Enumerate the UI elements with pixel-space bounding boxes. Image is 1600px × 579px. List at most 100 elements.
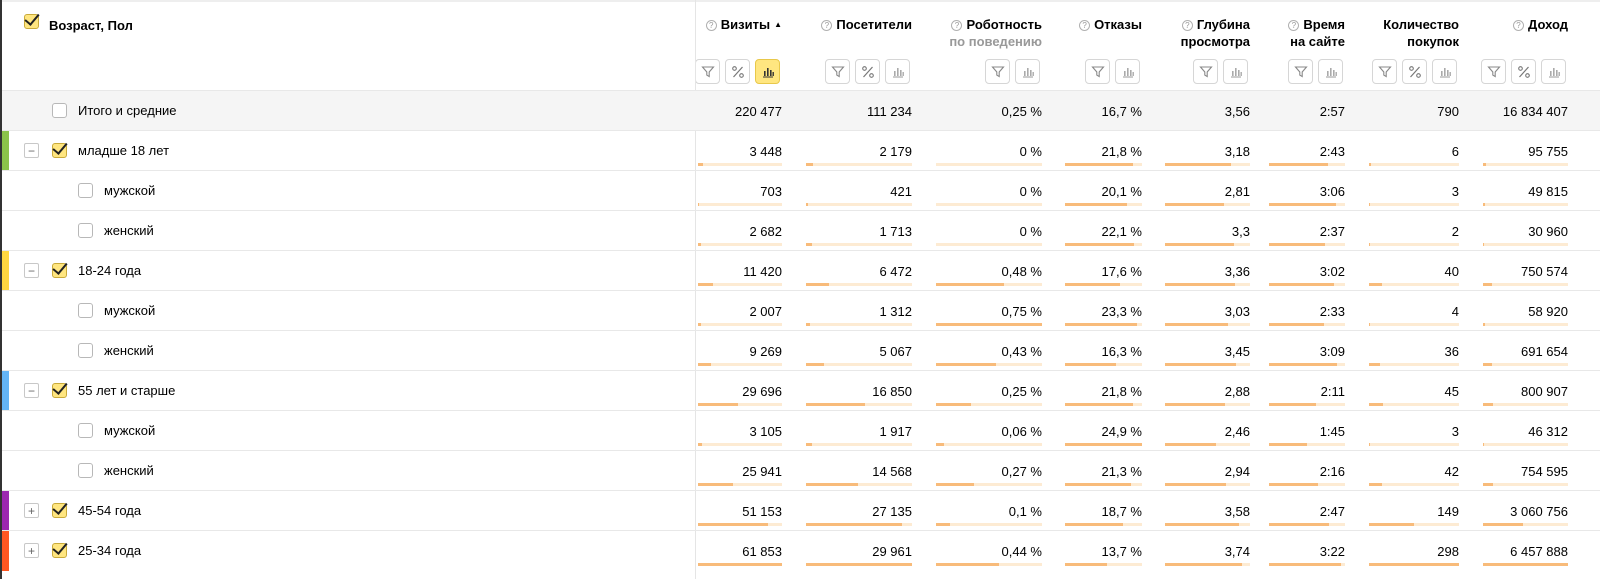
percent-button[interactable] [1511, 59, 1536, 84]
bar-chart-button[interactable] [1115, 59, 1140, 84]
help-icon[interactable]: ? [1513, 20, 1525, 31]
column-header-robot[interactable]: ? Роботность по поведению [949, 16, 1042, 50]
filter-button[interactable] [1372, 59, 1397, 84]
share-bar [1165, 363, 1250, 366]
cell-value: 2,46 [1224, 424, 1250, 439]
column-header-depth[interactable]: ? Глубина просмотра [1181, 16, 1250, 50]
cell-visits: 3 448 [698, 131, 782, 171]
filter-button[interactable] [1288, 59, 1313, 84]
share-bar-fill [698, 323, 701, 326]
bar-chart-button[interactable] [1541, 59, 1566, 84]
filter-button[interactable] [1481, 59, 1506, 84]
share-bar [936, 443, 1042, 446]
share-bar [698, 443, 782, 446]
share-bar [698, 363, 782, 366]
share-bar [1065, 203, 1142, 206]
group-row[interactable]: +25-34 года 61 853 29 961 0,44 % 13,7 % 3,74 3… [2, 530, 1600, 571]
cell-time: 2:16 [1269, 451, 1345, 491]
bar-chart-button[interactable] [885, 59, 910, 84]
share-bar [806, 323, 912, 326]
table-row[interactable]: мужской 3 105 1 917 0,06 % 24,9 % 2,46 1:45 3 46… [2, 410, 1600, 450]
percent-button[interactable] [855, 59, 880, 84]
row-checkbox[interactable] [78, 463, 93, 478]
row-label: мужской [104, 423, 156, 438]
help-icon[interactable]: ? [705, 20, 717, 31]
row-checkbox[interactable] [78, 223, 93, 238]
share-bar-fill [698, 403, 739, 406]
row-checkbox[interactable] [78, 343, 93, 358]
share-bar [698, 243, 782, 246]
share-bar-fill [1065, 523, 1123, 526]
row-checkbox[interactable] [52, 263, 67, 278]
share-bar [806, 363, 912, 366]
bar-chart-button[interactable] [755, 59, 780, 84]
collapse-icon[interactable]: − [24, 263, 39, 278]
group-row[interactable]: − 55 лет и старше 29 696 16 850 0,25 % 21,8 %… [2, 370, 1600, 411]
filter-button[interactable] [985, 59, 1010, 84]
total-checkbox[interactable] [52, 103, 67, 118]
percent-button[interactable] [1402, 59, 1427, 84]
row-checkbox[interactable] [78, 303, 93, 318]
group-row[interactable]: − 18-24 года 11 420 6 472 0,48 % 17,6 % 3,36 3:… [2, 250, 1600, 291]
share-bar-fill [936, 283, 1004, 286]
filter-button[interactable] [825, 59, 850, 84]
help-icon[interactable]: ? [951, 20, 963, 31]
filter-button[interactable] [1085, 59, 1110, 84]
cell-value: 0,25 % [1001, 384, 1042, 399]
collapse-icon[interactable]: − [24, 143, 39, 158]
cell-bounce: 21,3 % [1065, 451, 1142, 491]
row-checkbox[interactable] [52, 543, 67, 558]
share-bar [806, 443, 912, 446]
percent-button[interactable] [725, 59, 750, 84]
sort-asc-icon[interactable]: ▲ [774, 20, 782, 29]
filter-icon [1198, 65, 1213, 79]
row-checkbox[interactable] [78, 423, 93, 438]
column-header-purchases[interactable]: Количество покупок [1383, 16, 1459, 50]
table-row[interactable]: мужской 2 007 1 312 0,75 % 23,3 % 3,03 2:33 4 58… [2, 290, 1600, 330]
collapse-icon[interactable]: − [24, 383, 39, 398]
share-bar [1369, 203, 1459, 206]
share-bar [1065, 163, 1142, 166]
table-row[interactable]: женский 2 682 1 713 0 % 22,1 % 3,3 2:37 2 30 960 [2, 210, 1600, 250]
filter-button[interactable] [695, 59, 720, 84]
share-bar [806, 403, 912, 406]
cell-purchases: 790 [1369, 91, 1459, 131]
column-header-visits[interactable]: ? Визиты ▲ [705, 16, 782, 33]
group-row[interactable]: +45-54 года 51 153 27 135 0,1 % 18,7 % 3,58 2:… [2, 490, 1600, 531]
cell-value: 3 [1451, 424, 1459, 439]
bar-chart-button[interactable] [1223, 59, 1248, 84]
column-header-bounce[interactable]: ? Отказы [1079, 16, 1142, 33]
column-header-time[interactable]: ? Время на сайте [1288, 16, 1345, 50]
cell-value: 20,1 % [1101, 184, 1142, 199]
bar-chart-button[interactable] [1015, 59, 1040, 84]
row-checkbox[interactable] [78, 183, 93, 198]
table-row[interactable]: женский 25 941 14 568 0,27 % 21,3 % 2,94 2:16 4… [2, 450, 1600, 490]
share-bar-fill [698, 163, 704, 166]
help-icon[interactable]: ? [821, 20, 833, 31]
row-checkbox[interactable] [52, 143, 67, 158]
cell-value: 2:33 [1319, 304, 1345, 319]
filter-button[interactable] [1193, 59, 1218, 84]
help-icon[interactable]: ? [1288, 20, 1300, 31]
share-bar-fill [806, 563, 912, 566]
bar-chart-button[interactable] [1432, 59, 1457, 84]
table-row[interactable]: мужской 703 421 0 % 20,1 % 2,81 3:06 3 49 815 [2, 170, 1600, 210]
column-header-revenue[interactable]: ? Доход [1513, 16, 1568, 33]
row-checkbox[interactable] [52, 503, 67, 518]
percent-icon [1517, 65, 1531, 79]
group-row[interactable]: − младше 18 лет 3 448 2 179 0 % 21,8 % 3,18 2:4… [2, 130, 1600, 171]
help-icon[interactable]: ? [1079, 20, 1091, 31]
share-bar-fill [1065, 363, 1116, 366]
row-checkbox[interactable] [52, 383, 67, 398]
expand-icon[interactable]: + [24, 543, 39, 558]
column-header-visitors[interactable]: ? Посетители [821, 16, 912, 33]
bar-chart-button[interactable] [1318, 59, 1343, 84]
help-icon[interactable]: ? [1181, 20, 1193, 31]
cell-value: 149 [1437, 504, 1459, 519]
expand-icon[interactable]: + [24, 503, 39, 518]
row-label: 18-24 года [78, 263, 142, 278]
row-label: мужской [104, 183, 156, 198]
cell-robot: 0 % [936, 131, 1042, 171]
table-row[interactable]: женский 9 269 5 067 0,43 % 16,3 % 3,45 3:09 36 6… [2, 330, 1600, 370]
select-all-checkbox[interactable] [24, 14, 39, 29]
